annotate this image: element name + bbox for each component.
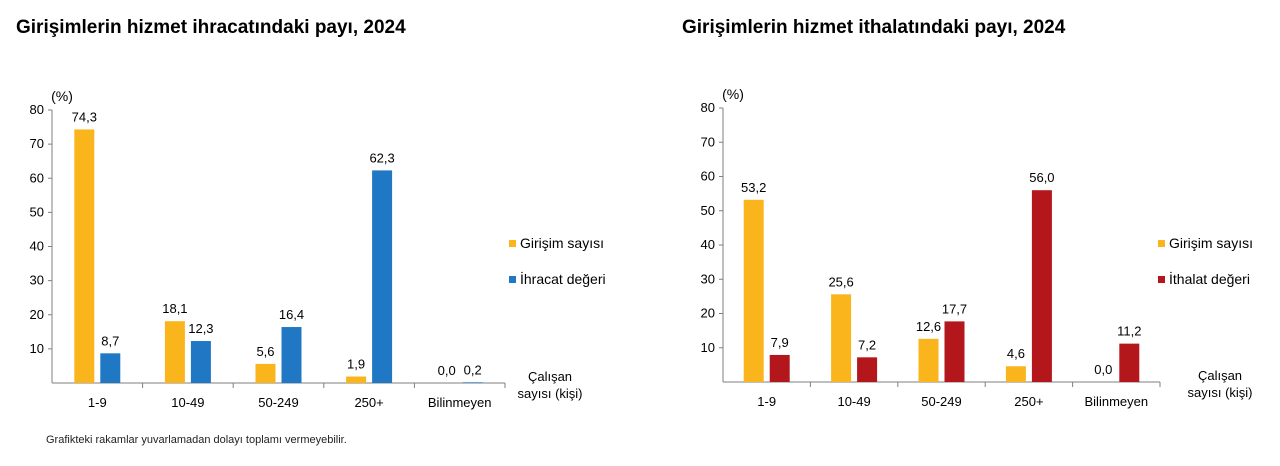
import-data-label: 7,9 [771, 335, 789, 350]
import-y-tick-label: 50 [701, 203, 715, 218]
export-category-label: 1-9 [88, 395, 107, 410]
import-legend-label: Girişim sayısı [1169, 235, 1253, 251]
export-x-axis-title-line2: sayısı (kişi) [518, 386, 583, 401]
export-data-label: 74,3 [72, 109, 97, 124]
import-y-unit-label: (%) [722, 86, 744, 102]
export-y-tick-label: 10 [30, 341, 44, 356]
export-data-label: 1,9 [347, 357, 365, 372]
export-data-label: 8,7 [101, 333, 119, 348]
import-bar-count [918, 338, 939, 382]
export-category-label: 250+ [354, 395, 383, 410]
export-chart-panel: Girişimlerin hizmet ihracatındaki payı, … [0, 0, 640, 430]
import-data-label: 25,6 [828, 274, 853, 289]
import-y-tick-label: 80 [701, 100, 715, 115]
export-y-tick-label: 20 [30, 307, 44, 322]
import-data-label: 11,2 [1117, 324, 1141, 339]
import-data-label: 56,0 [1029, 170, 1054, 185]
import-category-label: Bilinmeyen [1085, 394, 1149, 409]
export-data-label: 16,4 [279, 307, 304, 322]
import-bar-count [743, 199, 764, 382]
import-bar-count [1005, 366, 1026, 382]
export-bar-count [255, 363, 276, 383]
export-bar-value [100, 353, 121, 383]
export-data-label: 0,2 [464, 362, 482, 377]
export-data-label: 5,6 [256, 344, 274, 359]
export-legend-label: İhracat değeri [520, 270, 606, 287]
export-y-tick-label: 80 [30, 102, 44, 117]
export-bar-value [372, 170, 393, 383]
import-bar-chart: 10 20 30 40 50 60 70 80 (%) 1-9 10-49 50-249 250+ Bil… [701, 86, 1253, 409]
import-chart-title: Girişimlerin hizmet ithalatındaki payı, … [682, 17, 1066, 38]
import-data-label: 0,0 [1094, 362, 1112, 377]
import-chart-panel: Girişimlerin hizmet ithalatındaki payı, … [640, 0, 1280, 430]
import-data-label: 12,6 [916, 319, 941, 334]
import-bar-value [769, 354, 790, 382]
import-data-label: 53,2 [741, 180, 766, 195]
export-data-label: 0,0 [438, 363, 456, 378]
import-bar-count [831, 294, 852, 382]
import-bar-value [1031, 190, 1052, 382]
export-data-label: 18,1 [162, 301, 187, 316]
export-bar-value [281, 327, 302, 383]
import-y-tick-label: 30 [701, 271, 715, 286]
export-chart-title: Girişimlerin hizmet ihracatındaki payı, … [16, 17, 406, 38]
import-y-tick-label: 20 [701, 306, 715, 321]
import-legend-label: İthalat değeri [1169, 270, 1250, 287]
export-x-axis-title-line1: Çalışan [528, 369, 572, 384]
export-legend-swatch [509, 240, 516, 247]
import-data-label: 4,6 [1007, 346, 1025, 361]
import-x-axis-title-line2: sayısı (kişi) [1188, 385, 1253, 400]
export-legend-swatch [509, 276, 516, 283]
import-bar-value [944, 321, 965, 382]
import-legend-swatch [1158, 240, 1165, 247]
export-bar-value [190, 341, 211, 383]
export-bar-count [346, 376, 367, 383]
import-category-label: 250+ [1014, 394, 1043, 409]
import-category-label: 1-9 [757, 394, 776, 409]
export-legend-label: Girişim sayısı [520, 235, 604, 251]
import-bar-value [1119, 343, 1140, 382]
import-legend-swatch [1158, 276, 1165, 283]
export-bar-count [74, 129, 95, 383]
import-category-label: 10-49 [837, 394, 870, 409]
export-bar-chart: 10 20 30 40 50 60 70 80 (%) 1-9 10-49 50-249 250+ Bil… [30, 88, 606, 410]
export-y-tick-label: 30 [30, 273, 44, 288]
import-y-tick-label: 40 [701, 237, 715, 252]
import-y-tick-label: 10 [701, 340, 715, 355]
export-y-tick-label: 40 [30, 239, 44, 254]
export-y-tick-label: 60 [30, 170, 44, 185]
export-y-unit-label: (%) [51, 88, 73, 104]
import-y-tick-label: 60 [701, 169, 715, 184]
export-y-tick-label: 70 [30, 136, 44, 151]
import-data-label: 17,7 [942, 301, 967, 316]
export-category-label: 10-49 [171, 395, 204, 410]
import-category-label: 50-249 [921, 394, 961, 409]
export-data-label: 12,3 [188, 321, 213, 336]
import-x-axis-title-line1: Çalışan [1198, 368, 1242, 383]
import-data-label: 7,2 [858, 337, 876, 352]
footnote: Grafikteki rakamlar yuvarlamadan dolayı … [46, 434, 347, 446]
export-category-label: Bilinmeyen [428, 395, 492, 410]
import-y-tick-label: 70 [701, 134, 715, 149]
export-bar-count [164, 321, 185, 383]
import-bar-value [857, 357, 878, 382]
export-y-tick-label: 50 [30, 204, 44, 219]
export-category-label: 50-249 [258, 395, 298, 410]
export-bar-value [462, 382, 483, 383]
export-data-label: 62,3 [369, 150, 394, 165]
